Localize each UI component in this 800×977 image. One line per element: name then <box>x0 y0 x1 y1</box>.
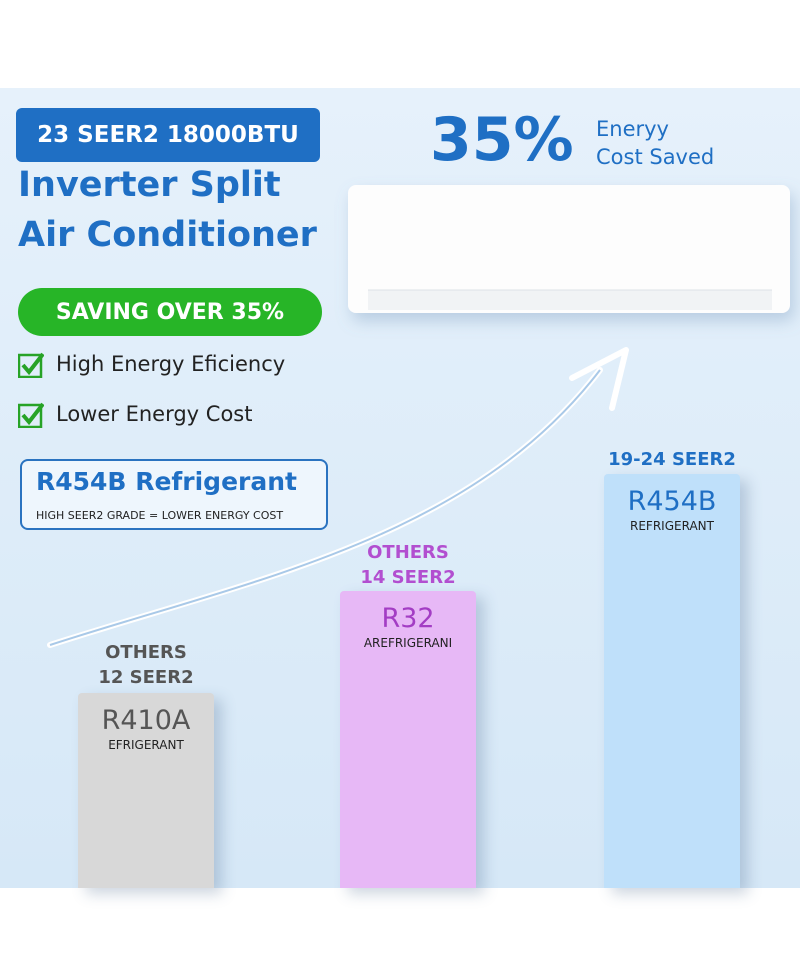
caption-line: OTHERS <box>367 542 449 563</box>
check-icon <box>18 402 44 428</box>
bar-name: R32 <box>381 603 435 634</box>
badge: 23 SEER2 18000BTU <box>16 108 320 162</box>
bar: R454B REFRIGERANT <box>604 474 740 888</box>
title-line: Air Conditioner <box>18 215 317 255</box>
headline-text: Eneryy <box>596 117 669 141</box>
title-line: Inverter Split <box>18 165 281 205</box>
ac-unit <box>348 185 790 313</box>
saving-pill: SAVING OVER 35% <box>18 288 322 336</box>
refrigerant-box: R454B Refrigerant HIGH SEER2 GRADE = LOW… <box>20 459 328 530</box>
bar-name: R454B <box>627 486 717 517</box>
caption-line: 19-24 SEER2 <box>608 449 736 470</box>
bar-label: EFRIGERANT <box>108 738 184 752</box>
headline-text: Cost Saved <box>596 145 715 169</box>
caption-line: 12 SEER2 <box>98 667 194 688</box>
bar: R410A EFRIGERANT <box>78 693 214 888</box>
bar-name: R410A <box>101 705 191 736</box>
caption-line: 14 SEER2 <box>360 567 456 588</box>
growth-arrow <box>47 347 629 648</box>
refrigerant-title: R454B Refrigerant <box>36 467 297 496</box>
caption-line: OTHERS <box>105 642 187 663</box>
bar: R32 AREFRIGERANI <box>340 591 476 888</box>
bar-caption: OTHERS 12 SEER2 <box>46 640 246 690</box>
bar-label: REFRIGERANT <box>630 519 714 533</box>
feature: High Energy Eficiency <box>56 352 286 376</box>
bar-caption: OTHERS 14 SEER2 <box>308 540 508 590</box>
check-icon <box>18 352 44 378</box>
refrigerant-subtitle: HIGH SEER2 GRADE = LOWER ENERGY COST <box>36 509 284 522</box>
feature: Lower Energy Cost <box>56 402 253 426</box>
bar-label: AREFRIGERANI <box>363 636 453 650</box>
bar-caption: 19-24 SEER2 <box>572 447 772 472</box>
headline-percent: 35% <box>430 105 574 175</box>
